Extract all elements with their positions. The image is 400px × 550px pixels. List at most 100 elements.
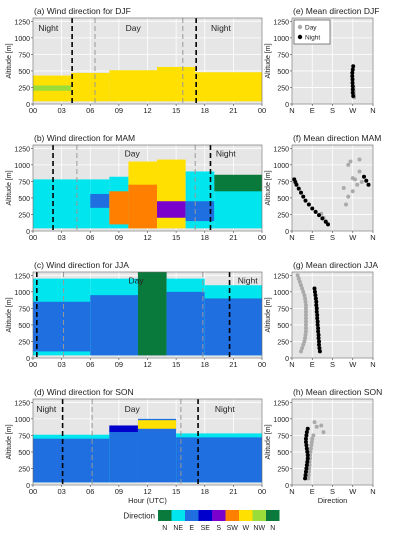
day-point: [300, 346, 305, 351]
x-tick-label: 21: [229, 487, 237, 496]
x-tick-label: N: [289, 360, 294, 369]
day-point: [297, 279, 302, 284]
y-tick-label: 1250: [14, 146, 30, 153]
y-tick-label: 500: [18, 450, 30, 457]
day-point: [312, 420, 317, 425]
night-point: [304, 466, 309, 471]
day-point: [299, 349, 303, 354]
night-point: [315, 322, 320, 327]
x-tick-label: 15: [172, 233, 180, 242]
x-tick-label: N: [289, 233, 294, 242]
day-point: [348, 159, 353, 164]
legend-day-label: Day: [305, 25, 317, 32]
x-tick-label: 03: [57, 487, 65, 496]
x-tick-label: W: [349, 106, 357, 115]
x-tick-label: 21: [229, 106, 237, 115]
night-point: [351, 94, 356, 99]
heatmap-cell-W: [71, 72, 110, 102]
y-axis-label: Altitude [m]: [265, 424, 272, 459]
x-tick-label: 12: [143, 233, 151, 242]
period-label: Day: [125, 404, 141, 414]
x-tick-label: 18: [201, 106, 209, 115]
y-tick-label: 1250: [273, 19, 289, 26]
day-point: [303, 309, 308, 314]
night-point: [304, 433, 309, 438]
x-axis-label: Direction: [318, 496, 348, 505]
x-tick-label: E: [310, 487, 315, 496]
x-tick-label: 00: [29, 233, 37, 242]
period-label: Day: [128, 276, 144, 286]
y-tick-label: 1000: [14, 417, 30, 424]
night-point: [350, 67, 355, 72]
y-tick-label: 750: [18, 179, 30, 186]
night-point: [350, 90, 355, 95]
night-point: [317, 342, 321, 347]
day-point: [353, 177, 357, 182]
heatmap-cell-W: [157, 159, 186, 229]
y-tick-label: 0: [285, 483, 289, 490]
day-point: [303, 303, 308, 308]
day-point: [344, 202, 348, 207]
day-point: [346, 194, 351, 199]
y-tick-label: 0: [285, 102, 289, 109]
legend-swatch: [266, 510, 280, 521]
night-point: [304, 443, 309, 448]
y-tick-label: 500: [277, 69, 289, 76]
y-axis-label: Altitude [m]: [6, 297, 13, 332]
x-tick-label: 09: [115, 106, 123, 115]
x-tick-label: N: [289, 487, 294, 496]
x-tick-label: S: [330, 106, 335, 115]
period-label: Day: [126, 23, 142, 33]
night-point: [315, 316, 320, 321]
legend-swatch: [171, 510, 185, 521]
night-point: [303, 473, 308, 478]
day-point: [302, 339, 307, 344]
y-tick-label: 1000: [273, 36, 289, 43]
night-point: [316, 326, 321, 331]
x-tick-label: S: [330, 233, 335, 242]
day-point: [359, 180, 364, 185]
night-point: [350, 74, 355, 79]
x-tick-label: N: [370, 233, 375, 242]
day-point: [303, 313, 308, 317]
night-point: [299, 190, 303, 195]
legend-night-marker: [297, 34, 303, 40]
x-tick-label: E: [310, 233, 315, 242]
x-tick-label: 15: [172, 360, 180, 369]
chart-title: (d) Wind direction for SON: [34, 387, 134, 397]
day-point: [302, 293, 307, 298]
y-tick-label: 750: [277, 52, 289, 59]
night-point: [305, 459, 310, 464]
x-tick-label: 06: [86, 487, 94, 496]
x-tick-label: N: [370, 360, 375, 369]
day-point: [306, 476, 311, 481]
y-tick-label: 1000: [14, 163, 30, 170]
day-point: [299, 283, 303, 288]
heatmap-cell-NW: [33, 85, 72, 91]
night-point: [320, 216, 325, 221]
x-tick-label: 09: [115, 360, 123, 369]
night-point: [314, 309, 319, 314]
night-point: [303, 469, 308, 474]
night-point: [316, 332, 321, 337]
night-point: [312, 286, 317, 291]
x-tick-label: 03: [57, 360, 65, 369]
x-tick-label: N: [370, 106, 375, 115]
night-point: [315, 319, 320, 324]
night-point: [303, 476, 308, 481]
y-tick-label: 750: [277, 306, 289, 313]
x-tick-label: E: [310, 360, 315, 369]
night-point: [315, 313, 320, 317]
legend-swatch: [225, 510, 239, 521]
night-point: [350, 80, 355, 85]
heatmap-cell-SW: [128, 184, 158, 229]
y-tick-label: 1000: [273, 290, 289, 297]
day-point: [296, 276, 301, 281]
x-tick-label: W: [349, 360, 357, 369]
night-point: [317, 339, 321, 344]
y-tick-label: 500: [277, 450, 289, 457]
night-point: [323, 219, 328, 224]
x-tick-label: 00: [258, 360, 266, 369]
x-tick-label: 12: [143, 360, 151, 369]
